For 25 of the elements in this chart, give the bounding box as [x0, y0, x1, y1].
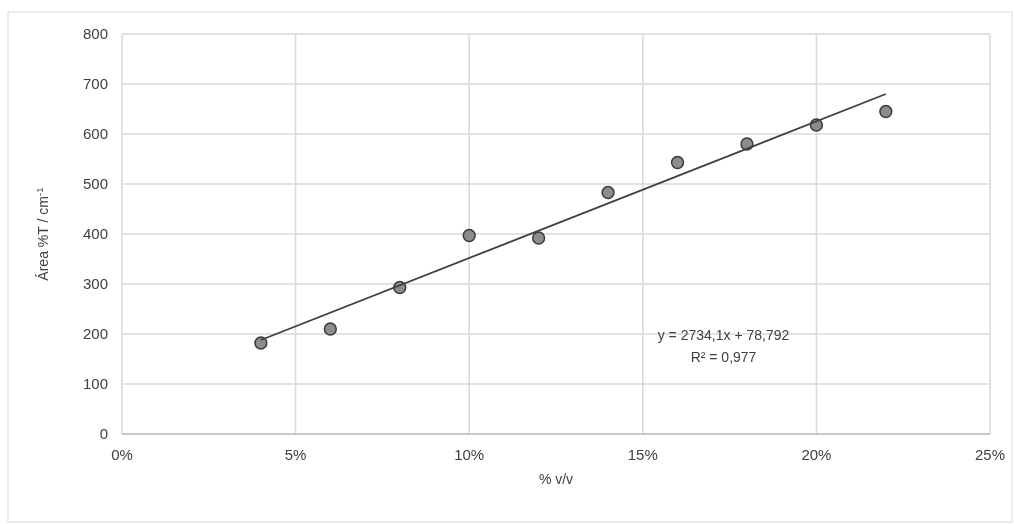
- y-tick-label: 500: [82, 175, 108, 193]
- x-axis-title: % v/v: [538, 471, 574, 487]
- y-tick-label: 100: [82, 375, 108, 393]
- x-tick-label: 25%: [974, 446, 1006, 463]
- y-tick-label: 400: [82, 225, 108, 243]
- annotation: y = 2734,1x + 78,792: [657, 327, 790, 343]
- point: [531, 231, 546, 245]
- y-tick-label: 700: [82, 75, 108, 93]
- point: [254, 336, 268, 350]
- point: [601, 185, 615, 200]
- y-tick-label: 200: [82, 325, 108, 343]
- y-tick-label: 0: [99, 425, 108, 443]
- y-tick-label: 800: [82, 25, 108, 43]
- x-tick-label: 10%: [454, 446, 485, 463]
- point: [879, 104, 893, 119]
- x-tick-label: 15%: [627, 446, 658, 463]
- x-tick-label: 20%: [801, 446, 832, 463]
- y-tick-label: 300: [82, 275, 108, 293]
- point: [462, 228, 476, 243]
- x-tick-label: 5%: [284, 446, 307, 463]
- point: [670, 155, 685, 170]
- point: [323, 322, 337, 336]
- y-tick-label: 600: [82, 125, 108, 143]
- x-tick-label: 0%: [111, 446, 133, 463]
- annotation: R² = 0,977: [690, 349, 757, 365]
